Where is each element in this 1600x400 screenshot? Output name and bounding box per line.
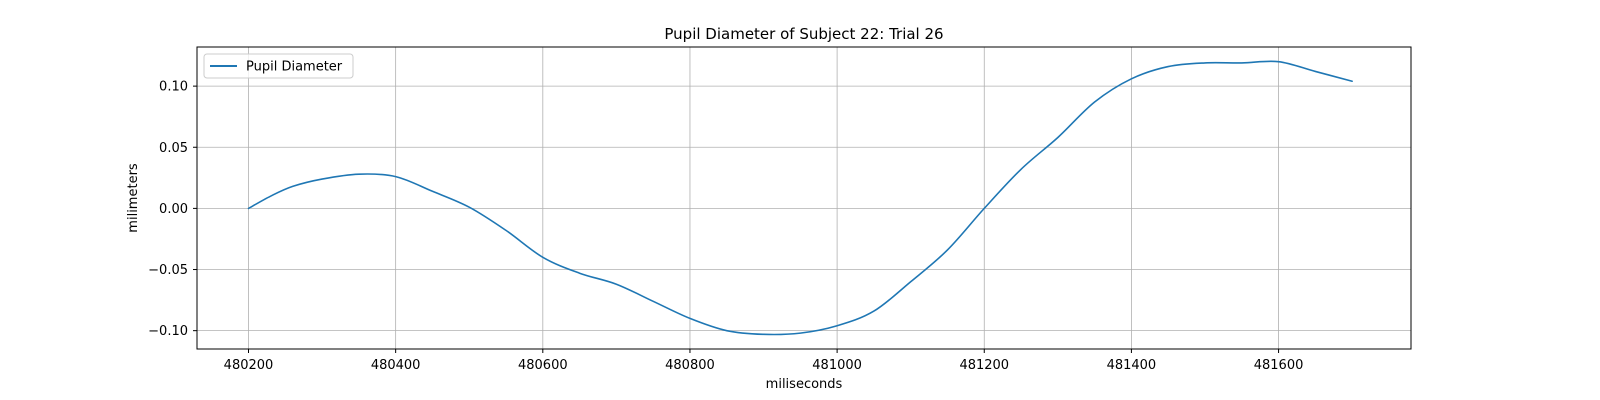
legend: Pupil Diameter	[203, 53, 354, 79]
chart-title: Pupil Diameter of Subject 22: Trial 26	[664, 25, 943, 43]
series-layer	[247, 60, 1353, 336]
plot-frame	[196, 46, 1412, 350]
x-tick-label: 480600	[518, 358, 568, 373]
series-line-pupil-diameter	[247, 60, 1353, 336]
y-tick-label: −0.05	[148, 263, 188, 278]
y-tick-label: 0.05	[159, 141, 188, 156]
grid	[197, 47, 1411, 349]
y-tick-label: −0.10	[148, 324, 188, 339]
x-tick-label: 480200	[224, 358, 274, 373]
x-tick-label: 480400	[371, 358, 421, 373]
x-tick-label: 481200	[959, 358, 1009, 373]
x-axis-label: miliseconds	[766, 377, 843, 392]
x-tick-label: 481400	[1107, 358, 1157, 373]
x-tick-label: 481000	[812, 358, 862, 373]
legend-box	[203, 53, 354, 79]
y-tick-label: 0.00	[159, 202, 188, 217]
x-tick-label: 481600	[1254, 358, 1304, 373]
legend-label: Pupil Diameter	[246, 60, 343, 75]
y-axis-label: milimeters	[126, 163, 141, 233]
ticks: 480200 480400 480600 480800 481000 481200 4814…	[148, 80, 1303, 373]
x-tick-label: 480800	[665, 358, 715, 373]
y-tick-label: 0.10	[159, 80, 188, 95]
